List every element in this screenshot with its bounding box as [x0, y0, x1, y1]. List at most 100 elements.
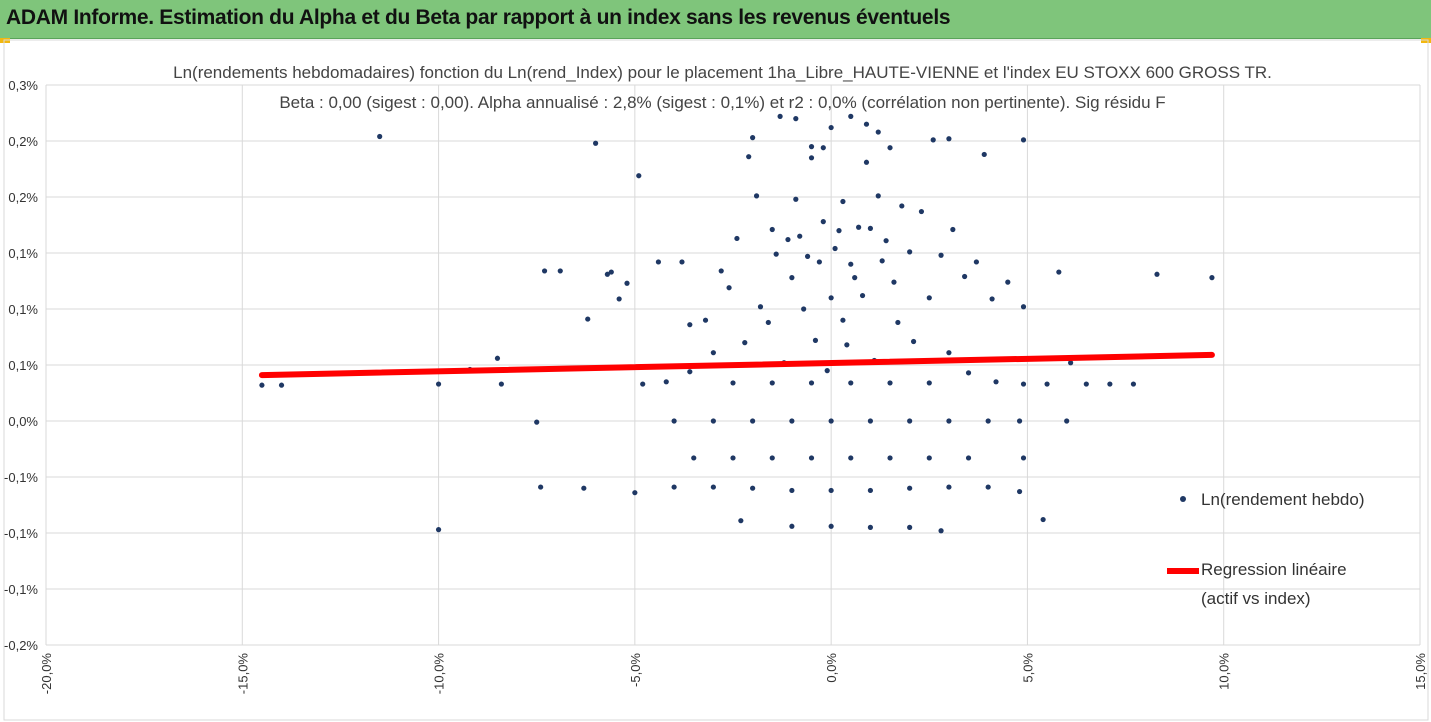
scatter-point: [581, 485, 587, 491]
scatter-point: [793, 196, 799, 202]
scatter-point: [946, 136, 952, 142]
scatter-point: [812, 337, 819, 343]
scatter-point: [840, 198, 846, 205]
scatter-point: [750, 485, 756, 491]
scatter-point: [946, 484, 952, 490]
scatter-point: [687, 369, 693, 375]
scatter-point: [938, 252, 944, 258]
scatter-point: [1209, 275, 1215, 281]
scatter-point: [718, 268, 724, 274]
y-tick-label: 0,1%: [8, 246, 38, 261]
scatter-point: [867, 225, 874, 231]
scatter-point: [848, 455, 854, 461]
scatter-point: [750, 135, 756, 141]
scatter-point: [671, 418, 677, 424]
scatter-point: [1040, 516, 1046, 523]
scatter-point: [918, 208, 925, 215]
scatter-point: [926, 295, 932, 301]
scatter-point: [965, 455, 972, 461]
scatter-point: [789, 275, 795, 281]
scatter-point: [785, 236, 791, 243]
scatter-point: [738, 518, 744, 524]
scatter-point: [879, 258, 885, 264]
scatter-point: [757, 304, 764, 310]
scatter-point: [1016, 488, 1023, 495]
y-tick-label: -0,1%: [4, 470, 38, 485]
regression-line: [258, 351, 1215, 379]
scatter-point: [278, 382, 285, 388]
scatter-point: [926, 380, 932, 386]
scatter-point: [950, 226, 956, 233]
scatter-point: [907, 485, 913, 491]
scatter-point: [671, 484, 677, 490]
scatter-point: [962, 273, 968, 280]
scatter-point: [435, 381, 442, 387]
x-tick-label: 15,0%: [1413, 653, 1428, 690]
scatter-point: [828, 523, 834, 529]
scatter-point: [435, 527, 442, 533]
x-tick-label: -5,0%: [628, 653, 643, 687]
scatter-point: [907, 249, 913, 255]
scatter-point: [797, 233, 803, 239]
scatter-point: [887, 455, 893, 461]
scatter-point: [789, 523, 795, 529]
scatter-point: [742, 340, 748, 346]
scatter-point: [1020, 137, 1027, 143]
scatter-point: [981, 151, 987, 158]
y-tick-label: -0,2%: [4, 638, 38, 653]
scatter-point: [867, 418, 874, 424]
scatter-point: [875, 129, 881, 135]
scatter-point: [828, 295, 834, 301]
scatter-point: [753, 193, 760, 199]
scatter-point: [494, 355, 501, 361]
scatter-point: [926, 455, 932, 461]
scatter-point: [585, 316, 591, 322]
scatter-point: [1056, 269, 1062, 275]
scatter-point: [765, 319, 771, 326]
scatter-point: [985, 484, 991, 490]
scatter-point: [710, 484, 716, 490]
scatter-point: [824, 368, 830, 374]
scatter-point: [746, 154, 752, 160]
scatter-point: [973, 259, 979, 265]
scatter-point: [259, 382, 265, 388]
scatter-point: [1044, 381, 1050, 387]
scatter-point: [808, 144, 815, 150]
scatter-point: [808, 455, 815, 461]
scatter-point: [687, 322, 693, 328]
scatter-point: [848, 261, 854, 267]
scatter-point: [632, 490, 638, 496]
scatter-point: [655, 259, 662, 265]
scatter-point: [946, 418, 952, 424]
scatter-point: [636, 173, 642, 179]
scatter-point: [1107, 381, 1113, 387]
report-title: ADAM Informe. Estimation du Alpha et du …: [6, 6, 951, 29]
scatter-point: [887, 380, 893, 386]
scatter-point: [1068, 360, 1074, 366]
legend-regression-label: Regression linéaire: [1201, 560, 1347, 579]
scatter-point: [1020, 304, 1027, 310]
scatter-point: [985, 418, 991, 424]
scatter-point: [930, 137, 936, 143]
y-tick-label: 0,2%: [8, 190, 38, 205]
x-tick-label: -10,0%: [432, 653, 447, 695]
scatter-point: [730, 380, 736, 386]
scatter-point: [965, 370, 972, 376]
y-tick-label: 0,1%: [8, 302, 38, 317]
scatter-point: [883, 238, 889, 244]
y-tick-label: -0,1%: [4, 526, 38, 541]
scatter-point: [789, 487, 795, 494]
scatter-point: [993, 379, 999, 385]
scatter-point: [624, 280, 630, 286]
scatter-point: [1154, 271, 1160, 277]
scatter-point: [640, 381, 646, 387]
scatter-point: [867, 524, 874, 530]
scatter-point: [679, 259, 685, 265]
scatter-point: [899, 203, 905, 209]
scatter-point: [538, 484, 544, 490]
scatter-point: [828, 124, 834, 131]
scatter-point: [820, 219, 826, 225]
scatter-point: [777, 113, 783, 119]
chart-frame: [3, 39, 1429, 721]
scatter-point: [769, 226, 775, 233]
